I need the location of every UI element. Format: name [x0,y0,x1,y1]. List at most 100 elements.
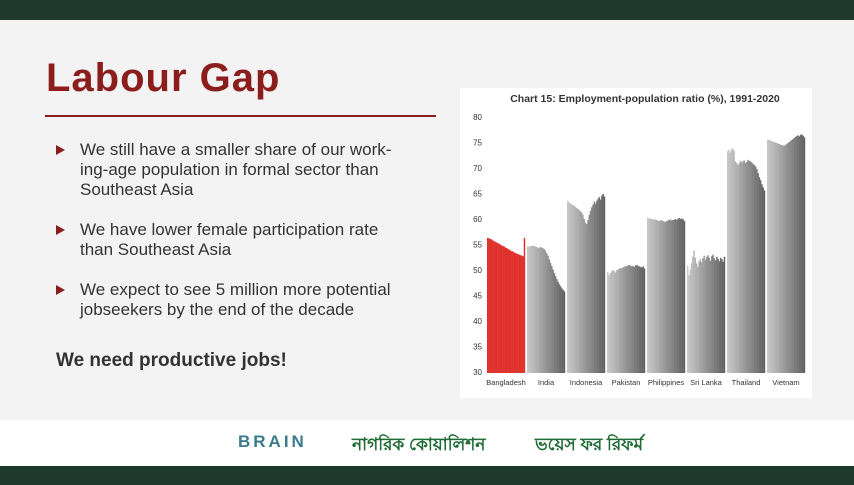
bar [643,268,646,373]
bar [517,254,519,373]
y-tick-label: 40 [473,317,482,326]
bar [588,214,590,373]
bar [762,187,764,373]
bar [787,142,789,373]
bar [534,246,537,373]
chart: Chart 15: Employment-population ratio (%… [460,88,812,398]
bar [594,203,597,373]
bar [694,257,697,373]
bar [577,208,579,373]
bar [699,259,702,373]
bar [757,173,759,373]
bar [599,199,602,373]
x-tick-label: Bangladesh [486,378,526,387]
bar [791,139,793,373]
bar [548,259,550,373]
bar [494,241,497,373]
bar [578,209,580,373]
bar [732,148,734,373]
bar [761,184,763,373]
bar [527,246,529,373]
bar [503,246,505,373]
bar [714,260,717,373]
bar [567,200,569,373]
bar [627,265,629,373]
bar [663,221,665,373]
bar [642,266,644,373]
bar [628,264,630,373]
bar [676,220,678,373]
bar [659,220,662,373]
bar [702,258,704,373]
bar [654,219,657,373]
bar [744,162,747,373]
y-tick-label: 55 [473,241,482,250]
bar [529,246,531,373]
bullet-line: ing-age population in formal sector than [80,160,379,179]
bar [532,245,534,373]
bar [683,221,686,373]
bar [596,200,598,373]
bar [609,273,611,373]
bar [690,263,693,373]
bar [518,254,521,373]
bar [601,195,603,373]
bar [546,253,548,373]
bar [689,269,691,373]
bar [773,141,775,373]
bar [799,134,802,373]
bar [749,161,752,373]
x-tick-label: Philippines [648,378,685,387]
bar [544,250,547,373]
bar [608,275,610,373]
bar [650,218,653,373]
bar [558,284,561,373]
bar [562,289,564,373]
bar [678,217,681,373]
bar [530,246,533,373]
bar [743,160,745,373]
bar [767,139,769,373]
logo: নাগরিক কোয়ালিশন [352,435,486,454]
bullet-line: than Southeast Asia [80,240,232,259]
bar [498,243,500,373]
bar [777,143,779,373]
bar [668,220,670,373]
bar [633,266,636,373]
bar [783,145,785,373]
bar [752,163,754,373]
bar [614,272,617,373]
bullet: We have lower female participation rate t… [56,220,378,260]
bar [746,161,748,373]
bar [753,164,756,373]
chart-title: Chart 15: Employment-population ratio (%… [510,93,780,105]
bar [802,135,804,373]
bar [641,267,643,373]
bar [671,220,673,373]
bar [593,201,596,373]
bar [495,242,498,373]
bar [768,139,770,373]
bar [587,220,589,373]
bar [582,214,584,373]
bar [624,265,627,373]
bar [763,190,766,373]
bar [636,264,638,373]
bar [789,140,792,373]
bar [692,256,694,373]
bar [583,218,585,373]
bar [559,286,562,373]
top-band [0,0,854,20]
bar [547,255,549,373]
bar [662,221,664,373]
bar [672,220,674,373]
bar [794,136,797,373]
bar [586,224,588,373]
bar [772,141,774,373]
bar [738,163,740,373]
bar [523,237,526,373]
bar [513,252,516,373]
logo: ভয়েস ফর রিফর্ম [535,435,644,454]
bar [638,266,641,373]
